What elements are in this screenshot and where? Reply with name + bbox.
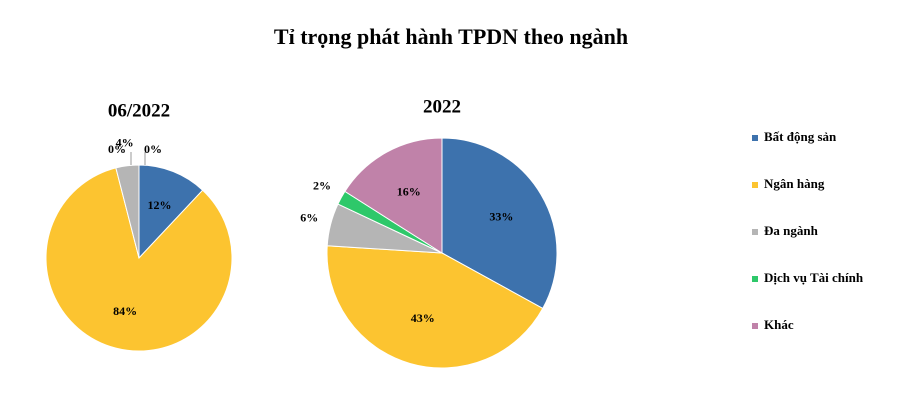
legend-label: Dịch vụ Tài chính	[764, 270, 864, 285]
pie-title: 2022	[423, 96, 461, 117]
legend-label: Đa ngành	[764, 223, 819, 238]
pie-slice	[441, 137, 558, 310]
pie-slice	[344, 137, 443, 254]
data-label: 6%	[300, 211, 318, 225]
pie-slice	[326, 245, 544, 369]
legend-swatch	[752, 182, 758, 188]
chart-title: Tỉ trọng phát hành TPDN theo ngành	[274, 24, 628, 49]
data-label: 4%	[116, 136, 134, 150]
data-label: 0%	[108, 142, 126, 156]
data-label: 0%	[144, 142, 162, 156]
data-label: 33%	[489, 210, 513, 224]
legend-label: Ngân hàng	[764, 176, 825, 191]
legend-label: Khác	[764, 317, 794, 332]
legend-swatch	[752, 229, 758, 235]
pie-title: 06/2022	[108, 100, 170, 121]
pie-slice	[138, 164, 204, 260]
legend-label: Bất động sản	[764, 129, 837, 144]
pie-slice	[45, 167, 233, 352]
data-label: 2%	[313, 179, 331, 193]
legend-swatch	[752, 135, 758, 141]
data-label: 43%	[411, 311, 435, 325]
legend-swatch	[752, 276, 758, 282]
data-label: 12%	[148, 198, 172, 212]
data-label: 16%	[397, 184, 421, 198]
data-label: 84%	[113, 304, 137, 318]
legend-swatch	[752, 323, 758, 329]
